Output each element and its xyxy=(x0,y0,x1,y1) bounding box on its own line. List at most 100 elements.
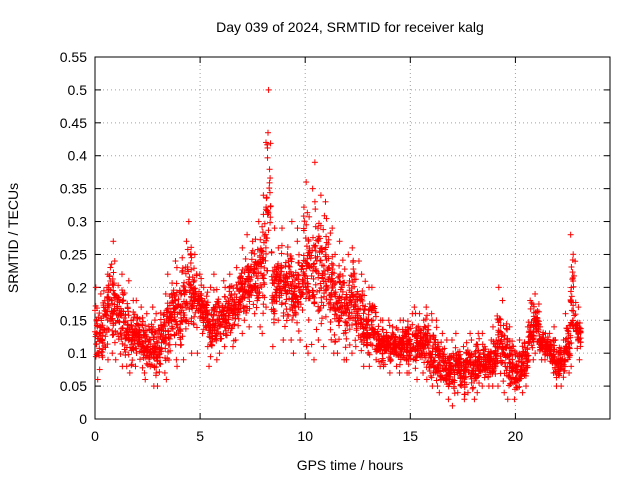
data-point xyxy=(180,282,187,289)
data-point xyxy=(535,321,542,328)
data-point xyxy=(128,321,135,328)
data-point xyxy=(299,263,306,270)
data-point xyxy=(147,363,154,370)
data-point xyxy=(104,341,111,348)
data-point xyxy=(128,362,135,369)
data-point xyxy=(570,278,577,285)
data-point xyxy=(326,264,333,271)
data-point xyxy=(267,214,274,221)
data-point xyxy=(352,343,359,350)
data-point xyxy=(197,292,204,299)
data-point xyxy=(386,322,393,329)
data-point xyxy=(102,308,109,315)
data-point xyxy=(164,327,171,334)
data-point xyxy=(131,326,138,333)
data-point xyxy=(513,364,520,371)
data-point xyxy=(426,368,433,375)
data-point xyxy=(110,331,117,338)
data-point xyxy=(239,295,246,302)
data-point xyxy=(210,304,217,311)
data-point xyxy=(395,340,402,347)
data-point xyxy=(221,293,228,300)
axis-ticks: 0 0.05 0.1 0.15 0.2 0.25 0.3 0.35 0.4 0.45 0.5 0.55… xyxy=(60,49,610,444)
data-point xyxy=(379,355,386,362)
data-point xyxy=(304,275,311,282)
data-point xyxy=(421,342,428,349)
data-point xyxy=(308,252,315,259)
data-point xyxy=(226,322,233,329)
data-point xyxy=(206,363,213,370)
data-point xyxy=(164,271,171,278)
data-point xyxy=(122,311,129,318)
data-point xyxy=(201,298,208,305)
data-point xyxy=(306,247,313,254)
data-point xyxy=(537,340,544,347)
data-point xyxy=(568,307,575,314)
data-point xyxy=(161,369,168,376)
data-point xyxy=(172,258,179,265)
data-point xyxy=(522,344,529,351)
data-point xyxy=(189,274,196,281)
data-point xyxy=(203,293,210,300)
data-point xyxy=(295,259,302,266)
data-point xyxy=(524,362,531,369)
data-point xyxy=(235,309,242,316)
data-point xyxy=(558,345,565,352)
data-point xyxy=(474,341,481,348)
data-point xyxy=(424,312,431,319)
data-point xyxy=(289,304,296,311)
data-point xyxy=(322,253,329,260)
data-point xyxy=(516,337,523,344)
data-point xyxy=(420,369,427,376)
data-point xyxy=(366,363,373,370)
data-point xyxy=(514,363,521,370)
data-point xyxy=(381,347,388,354)
data-point xyxy=(265,86,272,93)
data-point xyxy=(257,236,264,243)
data-point xyxy=(125,351,132,358)
data-point xyxy=(525,329,532,336)
data-point xyxy=(183,238,190,245)
data-point xyxy=(180,309,187,316)
data-point xyxy=(305,236,312,243)
data-point xyxy=(282,300,289,307)
data-point xyxy=(273,275,280,282)
data-point xyxy=(263,304,270,311)
data-point xyxy=(260,310,267,317)
y-axis-label: SRMTID / TECUs xyxy=(5,183,21,293)
data-point xyxy=(527,305,534,312)
data-point xyxy=(406,352,413,359)
data-point xyxy=(250,301,257,308)
data-point xyxy=(266,185,273,192)
data-point xyxy=(327,230,334,237)
data-point xyxy=(426,364,433,371)
data-point xyxy=(357,315,364,322)
data-point xyxy=(375,358,382,365)
data-point xyxy=(563,343,570,350)
data-point xyxy=(263,235,270,242)
data-point xyxy=(332,291,339,298)
data-point xyxy=(371,305,378,312)
data-point xyxy=(412,331,419,338)
data-point xyxy=(259,229,266,236)
data-point xyxy=(262,257,269,264)
data-point xyxy=(278,242,285,249)
data-point xyxy=(551,354,558,361)
data-point xyxy=(294,319,301,326)
data-point xyxy=(368,284,375,291)
data-point xyxy=(280,272,287,279)
data-point xyxy=(187,260,194,267)
data-point xyxy=(537,323,544,330)
data-point xyxy=(254,246,261,253)
data-point xyxy=(490,355,497,362)
data-point xyxy=(128,361,135,368)
data-point xyxy=(481,343,488,350)
data-point xyxy=(317,222,324,229)
data-point xyxy=(521,360,528,367)
data-point xyxy=(253,272,260,279)
data-point xyxy=(232,312,239,319)
data-point xyxy=(294,225,301,232)
y-tick-label: 0.15 xyxy=(60,312,87,328)
data-point xyxy=(535,301,542,308)
data-point xyxy=(352,276,359,283)
